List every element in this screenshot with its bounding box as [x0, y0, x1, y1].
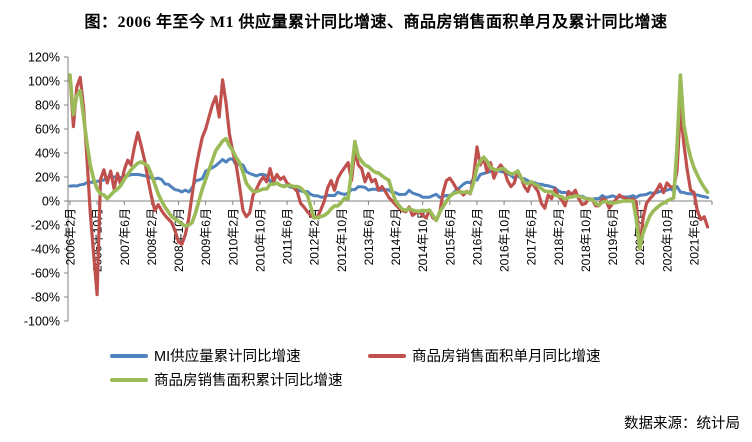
y-tick-label: -60% — [31, 267, 60, 281]
x-tick-label: 2006年2月 — [64, 208, 78, 265]
y-tick-label: 100% — [28, 75, 60, 89]
x-tick-label: 2020年10月 — [660, 208, 674, 272]
y-tick-label: -20% — [31, 219, 60, 233]
legend-swatch-cumulative — [110, 377, 148, 382]
chart-title: 图：2006 年至今 M1 供应量累计同比增速、商品房销售面积单月及累计同比增速 — [84, 14, 668, 31]
legend-swatch-monthly — [368, 353, 406, 358]
x-tick-label: 2012年2月 — [308, 208, 322, 265]
x-tick-label: 2015年6月 — [443, 208, 457, 265]
x-tick-label: 2013年6月 — [362, 208, 376, 265]
x-tick-label: 2016年2月 — [470, 208, 484, 265]
y-tick-label: 60% — [35, 123, 60, 137]
x-tick-label: 2008年2月 — [145, 208, 159, 265]
x-tick-label: 2016年10月 — [498, 208, 512, 272]
x-tick-label: 2021年6月 — [688, 208, 702, 265]
x-tick-label: 2010年2月 — [226, 208, 240, 265]
y-tick-label: 0% — [42, 195, 60, 209]
y-axis — [64, 56, 69, 322]
legend-label-monthly: 商品房销售面积单月同比增速 — [412, 349, 601, 365]
legend-item-cumulative: 商品房销售面积累计同比增速 — [110, 369, 343, 390]
x-tick-label: 2014年2月 — [389, 208, 403, 265]
x-tick-label: 2012年10月 — [335, 208, 349, 272]
x-tick-label: 2009年6月 — [199, 208, 213, 265]
data-source-note: 数据来源：统计局 — [624, 416, 740, 432]
series-line-m1 — [68, 157, 710, 201]
legend-item-monthly: 商品房销售面积单月同比增速 — [368, 345, 601, 366]
x-tick-label: 2018年10月 — [579, 208, 593, 272]
x-tick-label: 2019年6月 — [606, 208, 620, 265]
legend-label-cumulative: 商品房销售面积累计同比增速 — [154, 373, 343, 389]
x-tick-label: 2010年10月 — [253, 208, 267, 272]
legend-label-m1: MI供应量累计同比增速 — [154, 349, 301, 365]
y-tick-label: 80% — [35, 99, 60, 113]
legend-swatch-m1 — [110, 353, 148, 358]
x-tick-label: 2007年6月 — [118, 208, 132, 265]
x-tick-label: 2018年2月 — [552, 208, 566, 265]
legend-item-m1: MI供应量累计同比增速 — [110, 345, 301, 366]
y-tick-label: 40% — [35, 147, 60, 161]
y-tick-label: 20% — [35, 171, 60, 185]
x-tick-label: 2011年6月 — [281, 208, 295, 264]
y-tick-label: -80% — [31, 291, 60, 305]
y-tick-label: -100% — [24, 315, 60, 329]
x-tick-label: 2014年10月 — [416, 208, 430, 272]
y-tick-label: -40% — [31, 243, 60, 257]
y-tick-label: 120% — [28, 51, 60, 65]
series-line-cumulative — [68, 73, 710, 251]
x-tick-label: 2017年6月 — [525, 208, 539, 265]
